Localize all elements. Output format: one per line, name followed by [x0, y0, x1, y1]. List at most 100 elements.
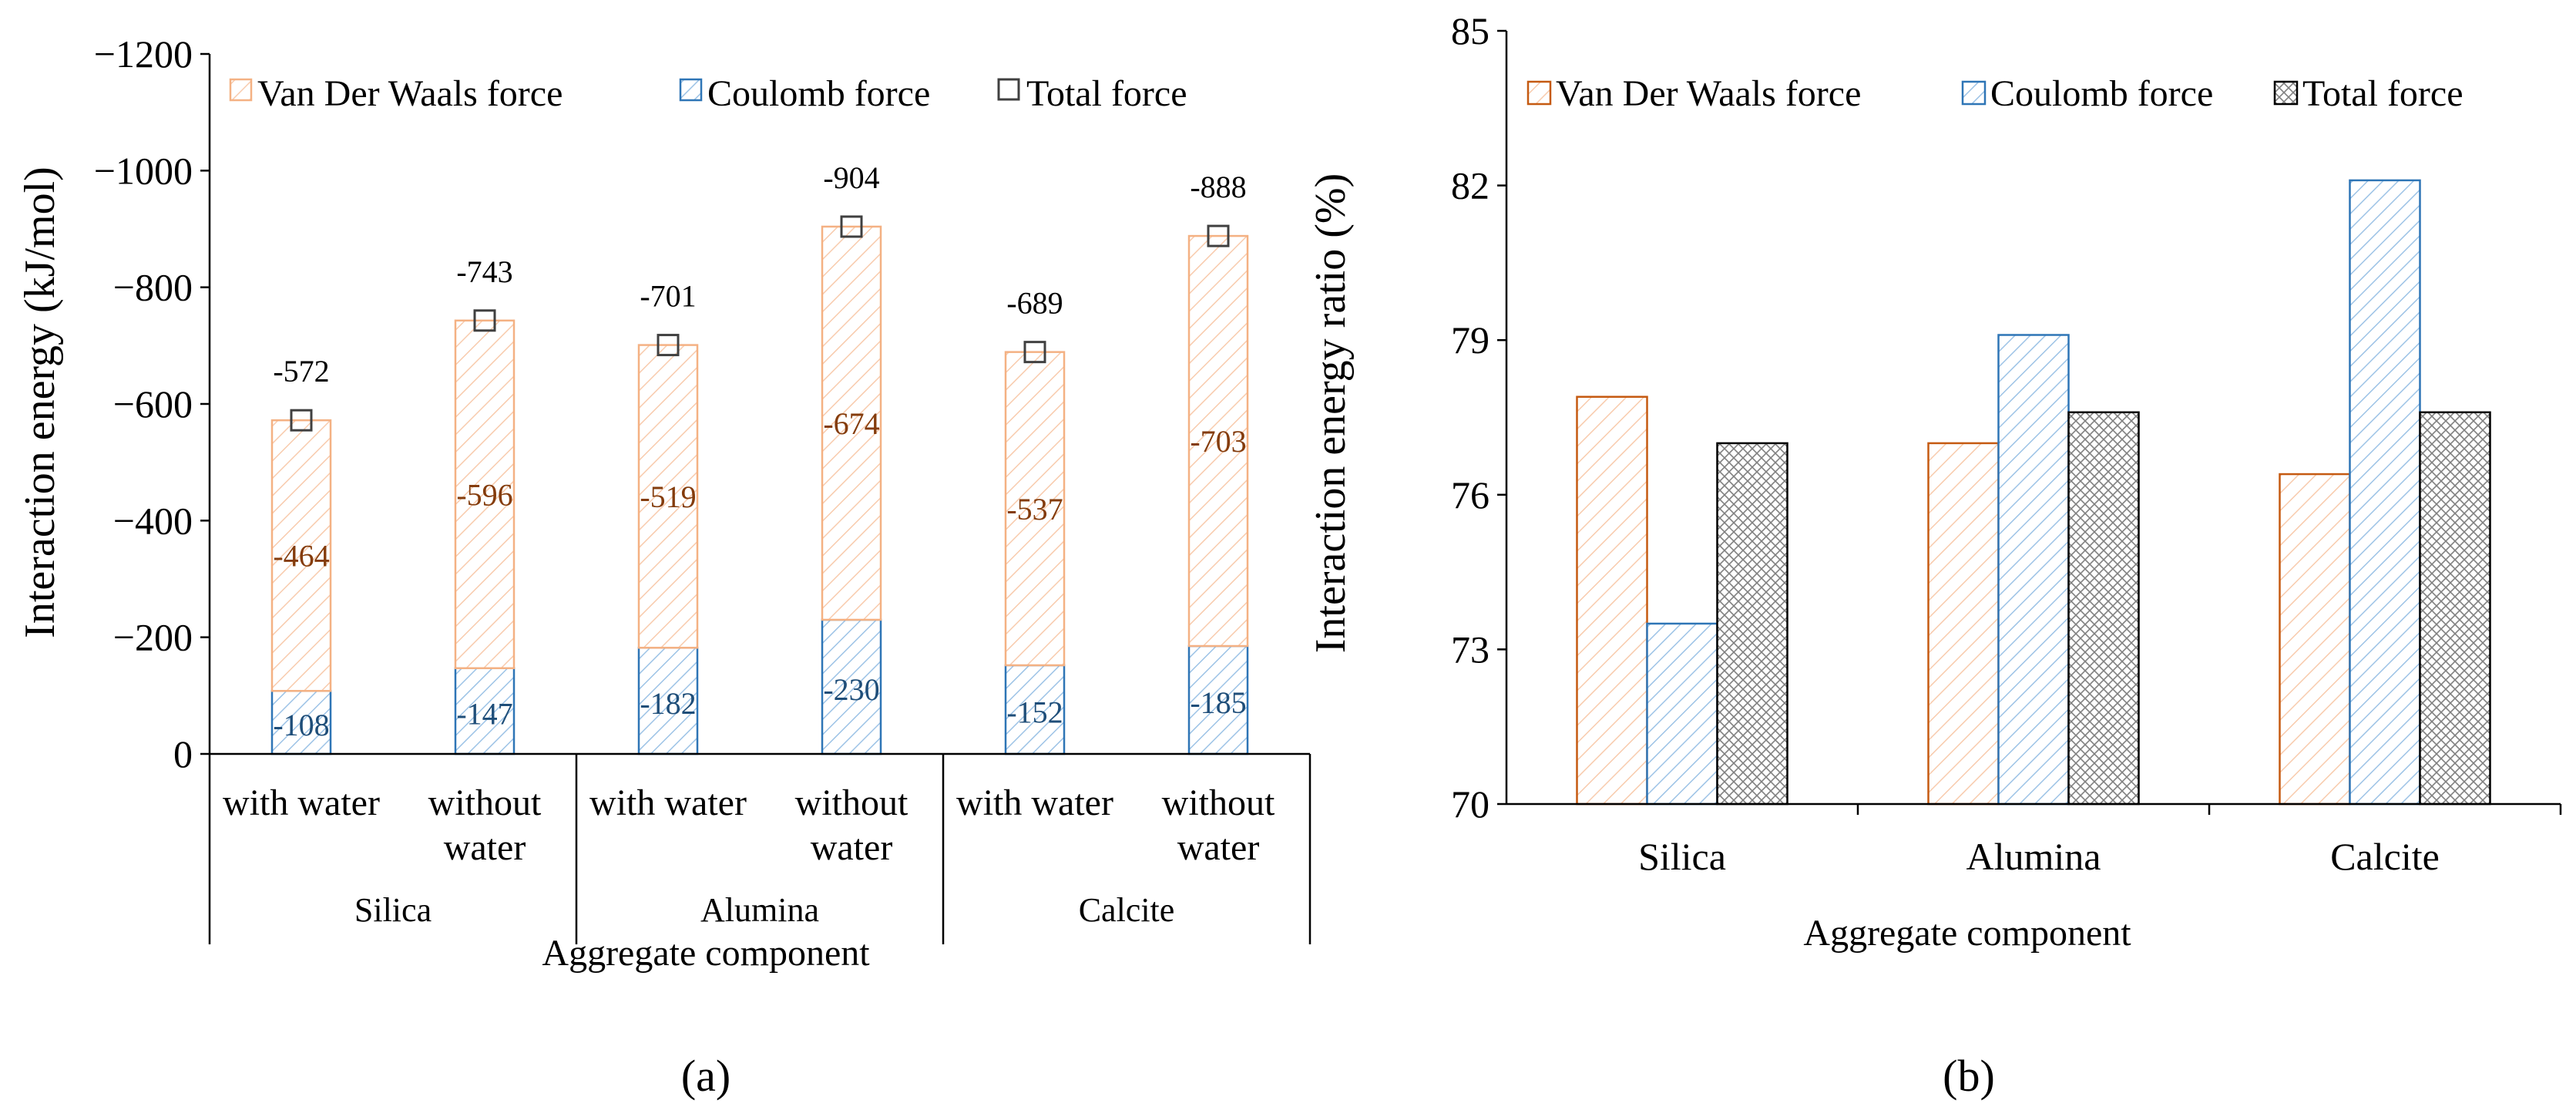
- data-label-coulomb: -182: [640, 686, 696, 721]
- data-label-total: -701: [640, 279, 696, 314]
- bar-van-der-waals: [2279, 473, 2351, 806]
- bar-van-der-waals: [1927, 442, 2000, 806]
- y-tick-label: 0: [173, 732, 193, 776]
- bar-coulomb: [2349, 179, 2421, 806]
- data-label-van-der-waals: -537: [1006, 492, 1063, 527]
- data-label-van-der-waals: -596: [456, 477, 512, 512]
- bar-coulomb: [270, 690, 332, 755]
- y-tick-label: 73: [1451, 627, 1490, 671]
- x-tick-label: with water: [223, 782, 380, 823]
- x-tick-label: water: [444, 827, 526, 868]
- bar-van-der-waals: [270, 419, 332, 692]
- panel-a-x-axis-title: Aggregate component: [542, 933, 870, 974]
- panel-a-label: (a): [681, 1051, 730, 1101]
- group-label: Calcite: [1079, 891, 1175, 929]
- panel-b-y-ticks: 70 73 76 79 82 85: [1451, 9, 1506, 826]
- x-tick-label: Calcite: [2330, 835, 2440, 878]
- legend-label-coulomb: Coulomb force: [707, 73, 930, 114]
- marker-total: [1023, 341, 1046, 364]
- y-tick-label: −800: [113, 266, 193, 309]
- legend-label-vdw: Van Der Waals force: [257, 73, 563, 114]
- bar-van-der-waals: [1576, 395, 1648, 806]
- legend-swatch-vdw: [229, 78, 253, 102]
- data-label-coulomb: -147: [456, 696, 512, 731]
- bar-total: [1716, 442, 1788, 806]
- bar-total: [2067, 411, 2140, 806]
- marker-total: [657, 334, 680, 357]
- data-label-total: -572: [273, 354, 329, 389]
- bar-coulomb: [1187, 644, 1249, 755]
- y-tick-label: 79: [1451, 318, 1490, 362]
- panel-b-legend[interactable]: Van Der Waals force Coulomb force Total …: [1526, 73, 2463, 114]
- marker-total: [840, 215, 863, 238]
- group-label: Alumina: [700, 891, 819, 929]
- legend-swatch-total: [2273, 80, 2299, 106]
- data-label-coulomb: -185: [1190, 685, 1246, 720]
- panel-b-y-axis-title: Interaction energy ratio (%): [1307, 173, 1355, 653]
- group-label: Silica: [354, 891, 432, 929]
- panel-b-x-ticks: Silica Alumina Calcite: [1638, 804, 2562, 878]
- panel-a-y-axis-title: Interaction energy (kJ/mol): [16, 167, 64, 638]
- bar-total: [2419, 411, 2491, 806]
- x-tick-label: without: [1162, 782, 1275, 823]
- legend-swatch-vdw: [1526, 80, 1552, 106]
- data-label-total: -888: [1190, 170, 1246, 204]
- x-tick-label: without: [795, 782, 908, 823]
- panel-b-marks: [1576, 179, 2491, 806]
- bar-coulomb: [821, 618, 882, 755]
- x-tick-label: with water: [956, 782, 1113, 823]
- data-label-coulomb: -230: [823, 672, 879, 707]
- panel-a: -108 -464 -572 -147 -596 -743 -182 -519 -701 -230…: [16, 32, 1312, 1101]
- y-tick-label: 85: [1451, 9, 1490, 52]
- marker-total: [1207, 224, 1230, 247]
- x-tick-label: without: [428, 782, 542, 823]
- legend-label-coulomb: Coulomb force: [1990, 73, 2213, 114]
- y-tick-label: −400: [113, 499, 193, 542]
- y-tick-label: 70: [1451, 782, 1490, 826]
- panel-a-y-ticks: 0 −200 −400 −600 −800 −1000 −1200: [94, 32, 210, 776]
- legend-label-total: Total force: [2302, 73, 2463, 114]
- bar-coulomb: [1997, 334, 2070, 806]
- marker-total: [473, 309, 496, 332]
- data-label-total: -743: [456, 254, 512, 289]
- panel-b-x-axis-title: Aggregate component: [1803, 913, 2131, 954]
- legend-swatch-total: [997, 78, 1020, 101]
- panel-a-legend[interactable]: Van Der Waals force Coulomb force Total …: [229, 73, 1187, 114]
- y-tick-label: −1000: [94, 149, 193, 192]
- data-label-coulomb: -108: [273, 708, 329, 742]
- marker-total: [290, 409, 313, 432]
- bar-coulomb: [1004, 664, 1066, 755]
- bar-van-der-waals: [1187, 234, 1249, 648]
- y-tick-label: 82: [1451, 164, 1490, 207]
- panel-b-label: (b): [1943, 1051, 1995, 1101]
- x-tick-label: Alumina: [1966, 835, 2101, 878]
- bar-van-der-waals: [454, 319, 516, 670]
- data-label-van-der-waals: -464: [273, 539, 329, 574]
- y-tick-label: 76: [1451, 473, 1490, 516]
- data-label-van-der-waals: -674: [823, 406, 879, 441]
- x-tick-label: with water: [589, 782, 747, 823]
- legend-label-total: Total force: [1026, 73, 1187, 114]
- legend-label-vdw: Van Der Waals force: [1556, 73, 1861, 114]
- legend-swatch-coulomb: [679, 78, 703, 102]
- data-label-van-der-waals: -519: [640, 479, 696, 514]
- bar-van-der-waals: [1004, 351, 1066, 667]
- data-label-coulomb: -152: [1006, 695, 1063, 729]
- y-tick-label: −1200: [94, 32, 193, 76]
- x-tick-label: Silica: [1638, 835, 1726, 878]
- x-tick-label: water: [811, 827, 893, 868]
- bar-van-der-waals: [821, 225, 882, 621]
- panel-a-marks: -108 -464 -572 -147 -596 -743 -182 -519 -701 -230…: [270, 160, 1249, 755]
- legend-swatch-coulomb: [1961, 80, 1987, 106]
- x-tick-label: water: [1177, 827, 1260, 868]
- bar-van-der-waals: [637, 344, 699, 649]
- data-label-total: -689: [1006, 286, 1063, 321]
- data-label-van-der-waals: -703: [1190, 424, 1246, 459]
- panel-b: 70 73 76 79 82 85 Silica Alumina Calcite Van De…: [1307, 9, 2562, 1101]
- data-label-total: -904: [823, 160, 879, 195]
- y-tick-label: −600: [113, 382, 193, 426]
- y-tick-label: −200: [113, 616, 193, 659]
- bar-coulomb: [1646, 622, 1718, 806]
